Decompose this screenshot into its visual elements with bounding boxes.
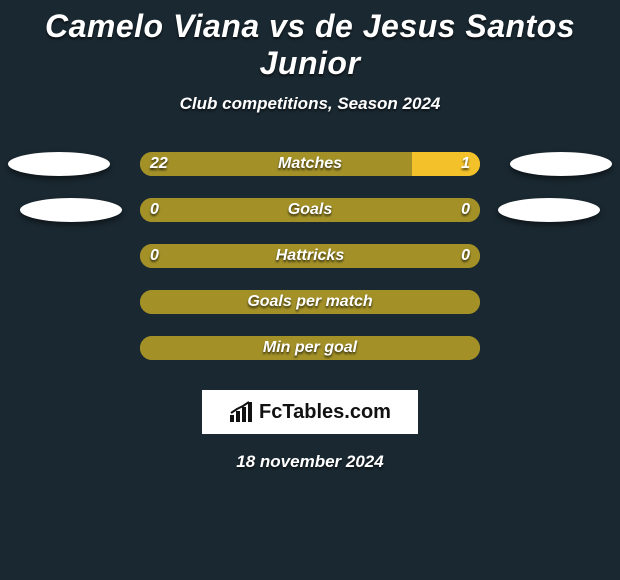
stat-bar-left	[140, 152, 412, 176]
stat-bar: Matches	[140, 152, 480, 176]
stat-bar-right	[310, 336, 480, 360]
stat-value-left: 0	[150, 198, 159, 222]
player-badge-right	[498, 198, 600, 222]
stat-bar-right	[310, 244, 480, 268]
stat-bar-right	[310, 290, 480, 314]
stat-row: Hattricks0 0	[0, 244, 620, 268]
stat-bar: Goals per match	[140, 290, 480, 314]
stat-bar: Goals	[140, 198, 480, 222]
stat-value-left: 0	[150, 244, 159, 268]
stat-bar-left	[140, 336, 310, 360]
brand-text: FcTables.com	[259, 401, 391, 424]
stat-bar-left	[140, 290, 310, 314]
stat-row: Matches22 1	[0, 152, 620, 176]
stat-row: Min per goal	[0, 336, 620, 360]
stat-row: Goals per match	[0, 290, 620, 314]
subtitle: Club competitions, Season 2024	[0, 94, 620, 114]
stat-bar: Min per goal	[140, 336, 480, 360]
stat-bar-right	[310, 198, 480, 222]
stat-rows: Matches221Goals00Hattricks00Goals per ma…	[0, 152, 620, 360]
stat-value-right: 0	[461, 244, 470, 268]
chart-icon	[229, 401, 255, 423]
brand-logo: FcTables.com	[202, 390, 418, 434]
stat-value-left: 22	[150, 152, 168, 176]
stat-bar: Hattricks	[140, 244, 480, 268]
stat-value-right: 1	[461, 152, 470, 176]
stat-bar-left	[140, 244, 310, 268]
player-badge-left	[20, 198, 122, 222]
player-badge-right	[510, 152, 612, 176]
page-title: Camelo Viana vs de Jesus Santos Junior	[0, 0, 620, 82]
date-text: 18 november 2024	[0, 452, 620, 472]
stat-bar-left	[140, 198, 310, 222]
stat-value-right: 0	[461, 198, 470, 222]
player-badge-left	[8, 152, 110, 176]
stat-row: Goals0 0	[0, 198, 620, 222]
